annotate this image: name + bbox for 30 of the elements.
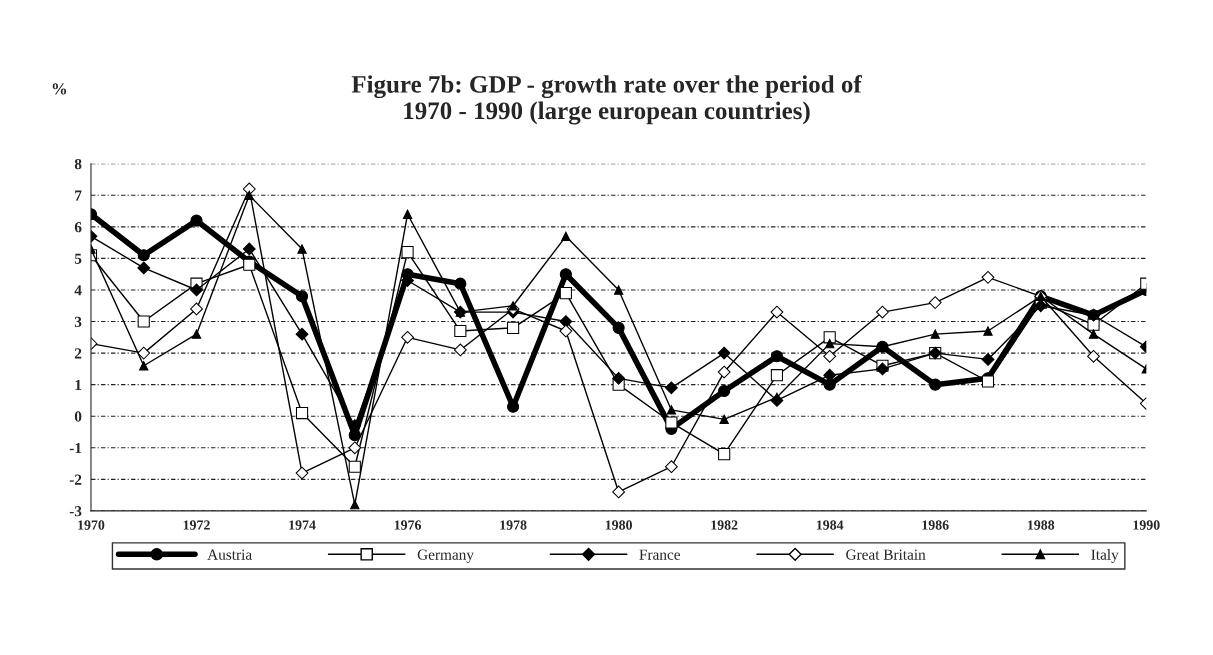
y-tick-label: 7 [75,190,82,201]
y-tick-label: 5 [74,253,82,264]
chart-title: Figure 7b: GDP - growth rate over the period of 1970 - 1990 (large european countries) [351,74,862,125]
legend-label: Austria [207,549,252,560]
y-tick-label: -2 [69,474,82,485]
y-tick-label: 1 [75,379,82,390]
x-tick-label: 1974 [289,520,316,530]
legend-label: Italy [1091,549,1119,563]
legend-label: Great Britain [846,549,926,560]
legend-label: Germany [417,549,474,563]
y-axis-title: % [52,83,67,95]
y-tick-label: 8 [74,158,82,170]
y-tick-label: 2 [74,348,82,359]
x-tick-label: 1988 [1027,520,1055,530]
x-tick-label: 1976 [394,520,422,530]
x-tick-label: 1986 [922,520,949,530]
y-tick-label: 6 [74,222,82,233]
x-tick-label: 1984 [816,520,844,530]
x-tick-label: 1982 [711,520,738,530]
x-tick-label: 1980 [605,520,632,530]
y-tick-label: -1 [69,443,82,454]
x-tick-label: 1990 [1133,520,1160,530]
y-tick-label: 4 [74,285,82,296]
y-tick-label: 3 [74,316,82,327]
y-tick-label: -3 [69,506,82,517]
x-tick-label: 1970 [78,520,105,530]
x-tick-label: 1972 [183,520,210,530]
x-tick-label: 1978 [500,520,527,530]
legend-label: France [639,549,681,560]
y-tick-label: 0 [74,411,82,422]
